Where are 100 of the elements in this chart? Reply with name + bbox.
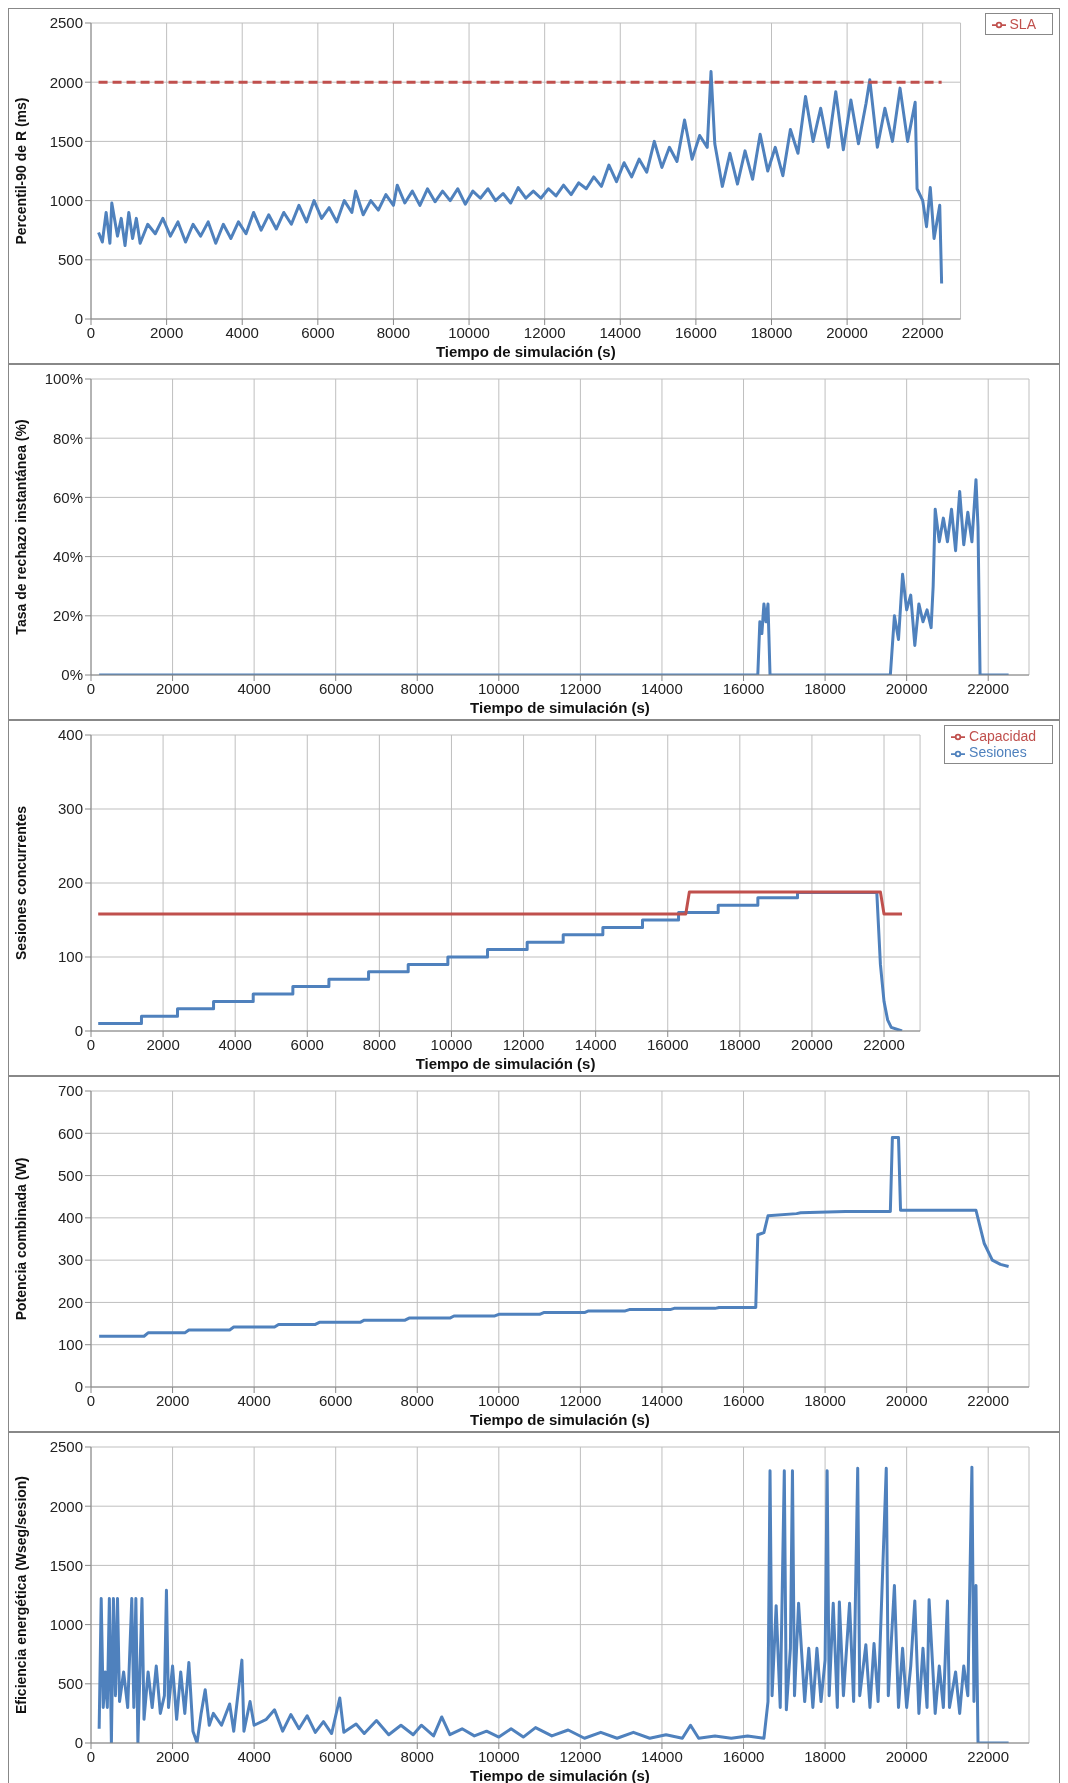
x-tick-label: 6000 [301,323,335,341]
y-axis-title: Tasa de rechazo instantánea (%) [12,419,29,635]
x-tick-label: 2000 [149,323,184,341]
y-tick-label: 1000 [49,191,83,209]
x-tick-label: 0 [86,1747,96,1765]
line-series [96,891,904,1031]
y-tick-label: 1500 [49,1556,83,1574]
x-tick-label: 12000 [502,1035,545,1053]
x-tick-label: 10000 [430,1035,473,1053]
y-tick-label: 300 [57,1251,83,1269]
x-tick-label: 18000 [804,1391,846,1409]
x-tick-label: 22000 [967,679,1010,697]
y-tick-label: 100 [57,948,83,966]
x-tick-label: 18000 [718,1035,761,1053]
y-tick-label: 200 [57,874,83,892]
x-tick-label: 6000 [290,1035,324,1053]
x-tick-label: 0 [86,323,96,341]
x-tick-label: 14000 [599,323,642,341]
y-tick-label: 0 [74,310,83,328]
y-tick-label: 400 [57,726,83,744]
y-axis-title: Eficiencia energética (Wseg/sesion) [12,1475,29,1715]
x-tick-label: 12000 [523,323,566,341]
y-tick-label: 700 [57,1082,83,1100]
x-tick-label: 12000 [559,1391,602,1409]
line-series [97,1136,1011,1338]
x-tick-label: 10000 [448,323,490,341]
x-tick-label: 20000 [791,1035,833,1053]
y-axis-title: Potencia combinada (W) [12,1157,29,1321]
legend-label: Sesiones [969,744,1027,761]
y-tick-label: 0% [61,666,83,684]
y-tick-label: 2000 [49,73,83,91]
x-tick-label: 20000 [885,1391,928,1409]
x-tick-label: 16000 [646,1035,689,1053]
x-tick-label: 20000 [885,1747,928,1765]
x-axis-title: Tiempo de simulación (s) [470,1411,650,1428]
x-tick-label: 4000 [237,679,271,697]
x-tick-label: 14000 [574,1035,617,1053]
x-tick-label: 0 [86,679,96,697]
y-tick-label: 2500 [49,1438,83,1456]
x-tick-label: 8000 [376,323,411,341]
x-tick-label: 0 [86,1391,96,1409]
x-tick-label: 2000 [155,1747,190,1765]
y-tick-label: 400 [57,1209,83,1227]
x-tick-label: 4000 [237,1747,271,1765]
x-tick-label: 22000 [863,1035,905,1053]
y-axis-title: Percentil-90 de R (ms) [12,97,29,245]
y-axis-title: Sesiones concurrentes [12,805,29,961]
y-tick-label: 1500 [49,132,83,150]
legend-label: SLA [1009,16,1036,32]
x-tick-label: 6000 [319,1391,353,1409]
x-tick-label: 8000 [400,1747,434,1765]
x-tick-label: 20000 [885,679,928,697]
y-tick-label: 1000 [49,1615,83,1633]
y-tick-label: 200 [57,1293,83,1311]
x-tick-label: 10000 [477,1391,520,1409]
y-tick-label: 80% [52,429,83,447]
y-tick-label: 60% [52,488,83,506]
x-tick-label: 6000 [319,1747,353,1765]
x-tick-label: 0 [86,1035,96,1053]
x-tick-label: 22000 [967,1747,1010,1765]
y-tick-label: 100 [57,1336,83,1354]
x-tick-label: 10000 [477,1747,520,1765]
y-tick-label: 600 [57,1124,83,1142]
x-tick-label: 4000 [218,1035,252,1053]
x-tick-label: 8000 [400,679,434,697]
x-tick-label: 20000 [826,323,868,341]
y-tick-label: 0 [74,1378,83,1396]
y-tick-label: 500 [57,1166,83,1184]
y-tick-label: 40% [52,547,83,565]
x-tick-label: 18000 [750,323,793,341]
y-tick-label: 0 [74,1734,83,1752]
y-tick-label: 0 [74,1022,83,1040]
y-tick-label: 2000 [49,1497,83,1515]
x-tick-label: 16000 [722,679,765,697]
x-tick-label: 8000 [362,1035,397,1053]
x-tick-label: 12000 [559,1747,602,1765]
x-tick-label: 8000 [400,1391,434,1409]
y-tick-label: 20% [52,607,83,625]
x-tick-label: 10000 [477,679,520,697]
legend-label: Capacidad [969,728,1036,744]
x-tick-label: 16000 [675,323,717,341]
x-axis-title: Tiempo de simulación (s) [415,1055,596,1072]
x-tick-label: 16000 [722,1391,765,1409]
line-series [97,70,944,285]
y-tick-label: 100% [44,370,83,388]
x-tick-label: 18000 [804,679,846,697]
x-tick-label: 6000 [319,679,353,697]
x-tick-label: 4000 [237,1391,271,1409]
x-tick-label: 16000 [722,1747,765,1765]
x-axis-title: Tiempo de simulación (s) [470,699,650,716]
y-tick-label: 2500 [49,14,83,32]
x-tick-label: 4000 [225,323,259,341]
x-tick-label: 2000 [146,1035,180,1053]
x-tick-label: 22000 [901,323,944,341]
x-tick-label: 18000 [804,1747,846,1765]
x-axis-title: Tiempo de simulación (s) [435,343,616,360]
y-tick-label: 300 [57,800,83,818]
x-tick-label: 14000 [641,679,683,697]
x-tick-label: 2000 [155,1391,190,1409]
x-tick-label: 12000 [559,679,602,697]
